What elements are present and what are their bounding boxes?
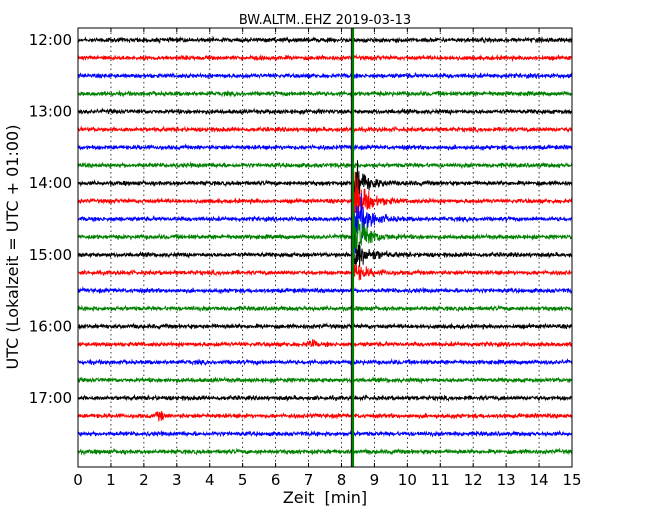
x-axis-label: Zeit [min] bbox=[283, 488, 367, 507]
x-tick-label: 3 bbox=[172, 471, 182, 489]
x-tick-label: 2 bbox=[139, 471, 149, 489]
trace-row-18 bbox=[77, 358, 573, 367]
x-tick-label: 10 bbox=[398, 471, 417, 489]
grid-lines bbox=[110, 28, 540, 467]
trace-row-15 bbox=[77, 304, 573, 313]
trace-row-8 bbox=[77, 160, 573, 199]
trace-row-12 bbox=[77, 234, 573, 268]
trace-row-7 bbox=[77, 161, 573, 170]
trace-row-9 bbox=[77, 172, 573, 221]
trace-row-22 bbox=[77, 429, 573, 438]
x-axis-ticks: 0 1 2 3 4 5 6 7 8 9 10 11 12 13 14 15 bbox=[73, 28, 582, 489]
trace-row-21 bbox=[77, 410, 573, 422]
trace-row-20 bbox=[77, 393, 573, 403]
y-tick-label: 14:00 bbox=[29, 174, 72, 192]
x-tick-label: 15 bbox=[562, 471, 581, 489]
y-tick-label: 12:00 bbox=[29, 31, 72, 49]
trace-row-16 bbox=[77, 322, 573, 331]
trace-row-6 bbox=[77, 143, 573, 152]
trace-row-17 bbox=[77, 339, 573, 349]
x-tick-label: 13 bbox=[497, 471, 516, 489]
x-tick-label: 1 bbox=[106, 471, 116, 489]
x-tick-label: 6 bbox=[271, 471, 281, 489]
x-tick-label: 8 bbox=[337, 471, 347, 489]
y-axis-label: UTC (Lokalzeit = UTC + 01:00) bbox=[3, 125, 22, 370]
y-tick-label: 17:00 bbox=[29, 389, 72, 407]
trace-row-10 bbox=[77, 193, 573, 257]
trace-row-11 bbox=[77, 217, 573, 271]
x-tick-label: 12 bbox=[464, 471, 483, 489]
y-tick-label: 16:00 bbox=[29, 317, 72, 335]
y-tick-label: 15:00 bbox=[29, 246, 72, 264]
trace-row-3 bbox=[77, 89, 573, 98]
trace-row-19 bbox=[77, 376, 573, 385]
trace-row-4 bbox=[77, 107, 573, 116]
x-tick-label: 11 bbox=[431, 471, 450, 489]
x-tick-label: 14 bbox=[530, 471, 549, 489]
trace-row-23 bbox=[77, 447, 573, 457]
y-tick-label: 13:00 bbox=[29, 103, 72, 121]
plot-frame bbox=[77, 27, 573, 468]
y-axis-ticks: 12:00 13:00 14:00 15:00 16:00 17:00 bbox=[29, 31, 572, 407]
trace-row-0 bbox=[77, 35, 573, 45]
x-tick-label: 5 bbox=[238, 471, 248, 489]
trace-row-5 bbox=[77, 125, 573, 134]
x-tick-label: 4 bbox=[205, 471, 215, 489]
x-tick-label: 7 bbox=[304, 471, 314, 489]
trace-row-14 bbox=[77, 286, 573, 295]
x-tick-label: 9 bbox=[370, 471, 380, 489]
x-tick-label: 0 bbox=[73, 471, 83, 489]
trace-row-13 bbox=[77, 259, 573, 281]
trace-row-2 bbox=[77, 71, 573, 80]
trace-row-1 bbox=[77, 53, 573, 62]
seismic-traces bbox=[77, 28, 573, 467]
chart-title: BW.ALTM..EHZ 2019-03-13 bbox=[239, 13, 411, 28]
